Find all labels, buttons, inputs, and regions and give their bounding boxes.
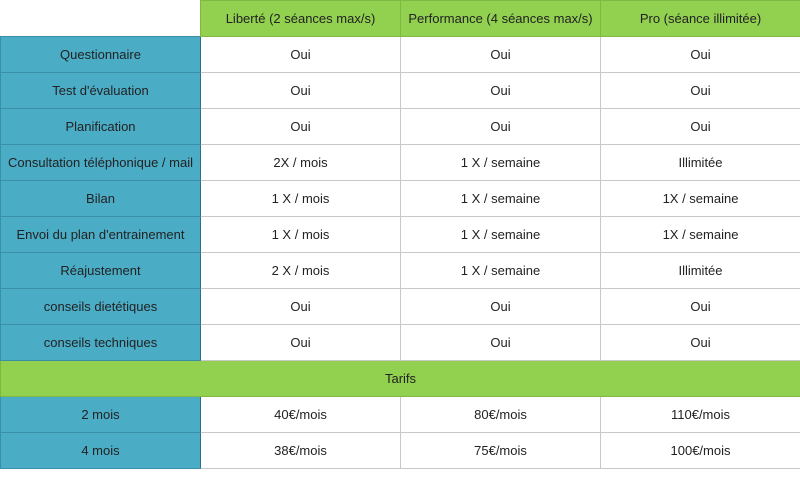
feature-row-label: conseils techniques [0, 324, 201, 361]
feature-row-cell: Oui [400, 72, 601, 109]
tarifs-heading: Tarifs [0, 360, 800, 397]
feature-row-cell: Oui [600, 324, 800, 361]
feature-row-cell: Illimitée [600, 144, 800, 181]
feature-row-cell: 2 X / mois [200, 252, 401, 289]
tarif-row: 4 mois 38€/mois 75€/mois 100€/mois [0, 432, 800, 469]
feature-row-cell: Oui [400, 324, 601, 361]
feature-row-cell: Oui [200, 288, 401, 325]
feature-row: Bilan 1 X / mois 1 X / semaine 1X / semaine [0, 180, 800, 217]
tarif-row: 2 mois 40€/mois 80€/mois 110€/mois [0, 396, 800, 433]
feature-row-cell: 1X / semaine [600, 180, 800, 217]
feature-row-cell: Oui [200, 36, 401, 73]
feature-row: Envoi du plan d'entrainement 1 X / mois 1 … [0, 216, 800, 253]
tarif-row-cell: 80€/mois [400, 396, 601, 433]
feature-row-cell: Oui [200, 108, 401, 145]
feature-row: Test d'évaluation Oui Oui Oui [0, 72, 800, 109]
feature-row-cell: 1 X / mois [200, 180, 401, 217]
feature-row: conseils techniques Oui Oui Oui [0, 324, 800, 361]
feature-row: Planification Oui Oui Oui [0, 108, 800, 145]
feature-row-cell: Oui [400, 108, 601, 145]
corner-cell [0, 0, 201, 37]
tarif-row-label: 4 mois [0, 432, 201, 469]
feature-row-cell: Oui [600, 36, 800, 73]
tarif-row-cell: 100€/mois [600, 432, 800, 469]
tarif-row-cell: 38€/mois [200, 432, 401, 469]
pricing-table: Liberté (2 séances max/s) Performance (4… [0, 0, 800, 469]
feature-row-cell: 1 X / semaine [400, 180, 601, 217]
feature-row-label: Test d'évaluation [0, 72, 201, 109]
feature-row-cell: Oui [600, 288, 800, 325]
tarif-row-cell: 40€/mois [200, 396, 401, 433]
column-header-performance: Performance (4 séances max/s) [400, 0, 601, 37]
header-row: Liberté (2 séances max/s) Performance (4… [0, 0, 800, 37]
column-header-pro: Pro (séance illimitée) [600, 0, 800, 37]
feature-row-label: Questionnaire [0, 36, 201, 73]
feature-row-cell: Oui [600, 108, 800, 145]
feature-row: Réajustement 2 X / mois 1 X / semaine Illim… [0, 252, 800, 289]
feature-row-cell: Oui [400, 288, 601, 325]
feature-row-cell: 2X / mois [200, 144, 401, 181]
feature-row-cell: Oui [200, 324, 401, 361]
feature-row-cell: Oui [200, 72, 401, 109]
feature-row-cell: Oui [400, 36, 601, 73]
feature-row-label: Envoi du plan d'entrainement [0, 216, 201, 253]
feature-row-label: Consultation téléphonique / mail [0, 144, 201, 181]
column-header-liberte: Liberté (2 séances max/s) [200, 0, 401, 37]
feature-row: conseils dietétiques Oui Oui Oui [0, 288, 800, 325]
feature-row-label: Planification [0, 108, 201, 145]
feature-row-label: conseils dietétiques [0, 288, 201, 325]
tarif-row-label: 2 mois [0, 396, 201, 433]
feature-row-label: Bilan [0, 180, 201, 217]
feature-row: Consultation téléphonique / mail 2X / moi… [0, 144, 800, 181]
tarif-row-cell: 75€/mois [400, 432, 601, 469]
feature-row-cell: Illimitée [600, 252, 800, 289]
feature-row-cell: 1 X / semaine [400, 252, 601, 289]
tarif-row-cell: 110€/mois [600, 396, 800, 433]
feature-row-cell: 1X / semaine [600, 216, 800, 253]
tarifs-section-row: Tarifs [0, 360, 800, 397]
feature-row-cell: 1 X / mois [200, 216, 401, 253]
feature-row: Questionnaire Oui Oui Oui [0, 36, 800, 73]
feature-row-label: Réajustement [0, 252, 201, 289]
feature-row-cell: 1 X / semaine [400, 216, 601, 253]
feature-row-cell: Oui [600, 72, 800, 109]
feature-row-cell: 1 X / semaine [400, 144, 601, 181]
